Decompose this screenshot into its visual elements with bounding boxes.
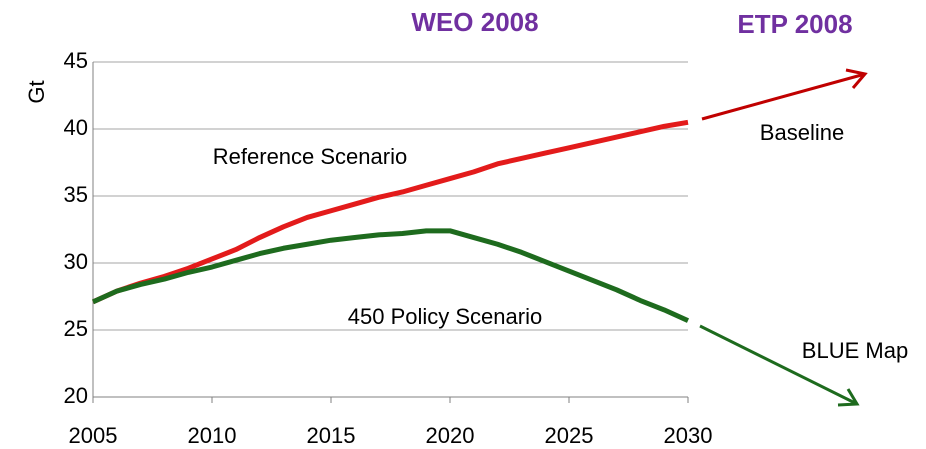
y-tick-label: 45	[64, 48, 88, 73]
y-tick-label: 30	[64, 249, 88, 274]
arrow	[701, 72, 866, 121]
section-title: ETP 2008	[737, 9, 852, 39]
annotation: 450 Policy Scenario	[348, 304, 542, 329]
x-tick-label: 2005	[69, 423, 118, 448]
section-title: WEO 2008	[411, 7, 538, 37]
y-axis-label: Gt	[24, 80, 49, 103]
x-tick-label: 2020	[426, 423, 475, 448]
y-tick-label: 35	[64, 182, 88, 207]
annotation: Reference Scenario	[213, 144, 407, 169]
annotation: BLUE Map	[802, 338, 908, 363]
line	[91, 119, 689, 305]
y-tick-label: 20	[64, 383, 88, 408]
y-tick-label: 25	[64, 316, 88, 341]
x-tick-label: 2030	[664, 423, 713, 448]
line	[91, 228, 690, 323]
y-tick-label: 40	[64, 115, 88, 140]
x-tick-label: 2025	[545, 423, 594, 448]
arrow-head	[837, 388, 860, 407]
x-tick-label: 2010	[188, 423, 237, 448]
x-tick-label: 2015	[307, 423, 356, 448]
arrow	[699, 324, 858, 406]
annotation: Baseline	[760, 120, 844, 145]
arrow-head	[845, 68, 868, 89]
